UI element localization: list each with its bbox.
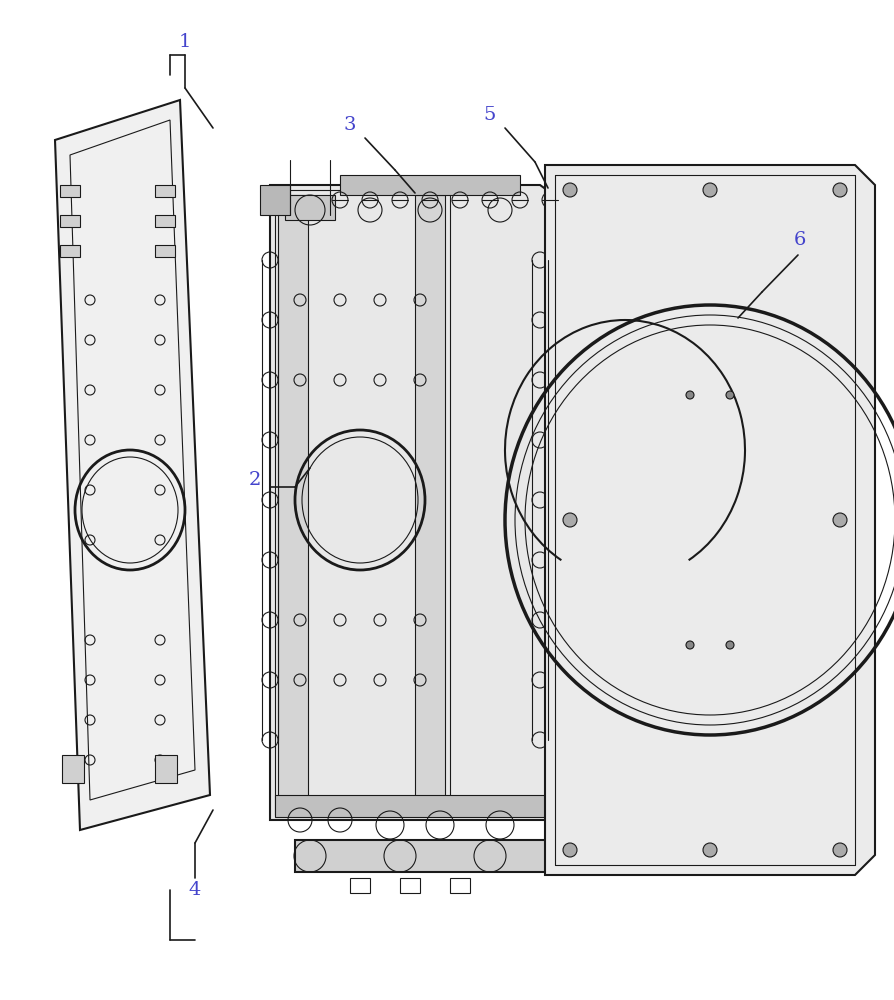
Ellipse shape [685, 391, 693, 399]
Bar [400, 878, 419, 893]
Bar [155, 245, 175, 257]
Bar [274, 795, 554, 817]
Bar [415, 195, 444, 815]
Bar [284, 195, 334, 220]
Text: 3: 3 [343, 116, 356, 134]
Polygon shape [260, 185, 290, 215]
Ellipse shape [685, 641, 693, 649]
Ellipse shape [562, 183, 577, 197]
Bar [60, 215, 80, 227]
Text: 4: 4 [189, 881, 201, 899]
Bar [295, 840, 554, 872]
Bar [278, 195, 308, 815]
Bar [350, 878, 369, 893]
Ellipse shape [702, 843, 716, 857]
Polygon shape [55, 100, 210, 830]
Text: 1: 1 [179, 33, 191, 51]
Text: 6: 6 [793, 231, 805, 249]
Ellipse shape [562, 843, 577, 857]
Bar [62, 755, 84, 783]
Ellipse shape [725, 391, 733, 399]
Text: 5: 5 [484, 106, 495, 124]
Bar [60, 185, 80, 197]
Bar [340, 175, 519, 195]
Ellipse shape [832, 183, 846, 197]
Ellipse shape [832, 513, 846, 527]
Ellipse shape [725, 641, 733, 649]
Polygon shape [270, 185, 574, 820]
Ellipse shape [562, 513, 577, 527]
Bar [450, 878, 469, 893]
Polygon shape [544, 165, 874, 875]
Bar [60, 245, 80, 257]
Ellipse shape [702, 183, 716, 197]
Bar [155, 755, 177, 783]
Bar [155, 185, 175, 197]
Text: 2: 2 [249, 471, 261, 489]
Ellipse shape [832, 843, 846, 857]
Bar [155, 215, 175, 227]
